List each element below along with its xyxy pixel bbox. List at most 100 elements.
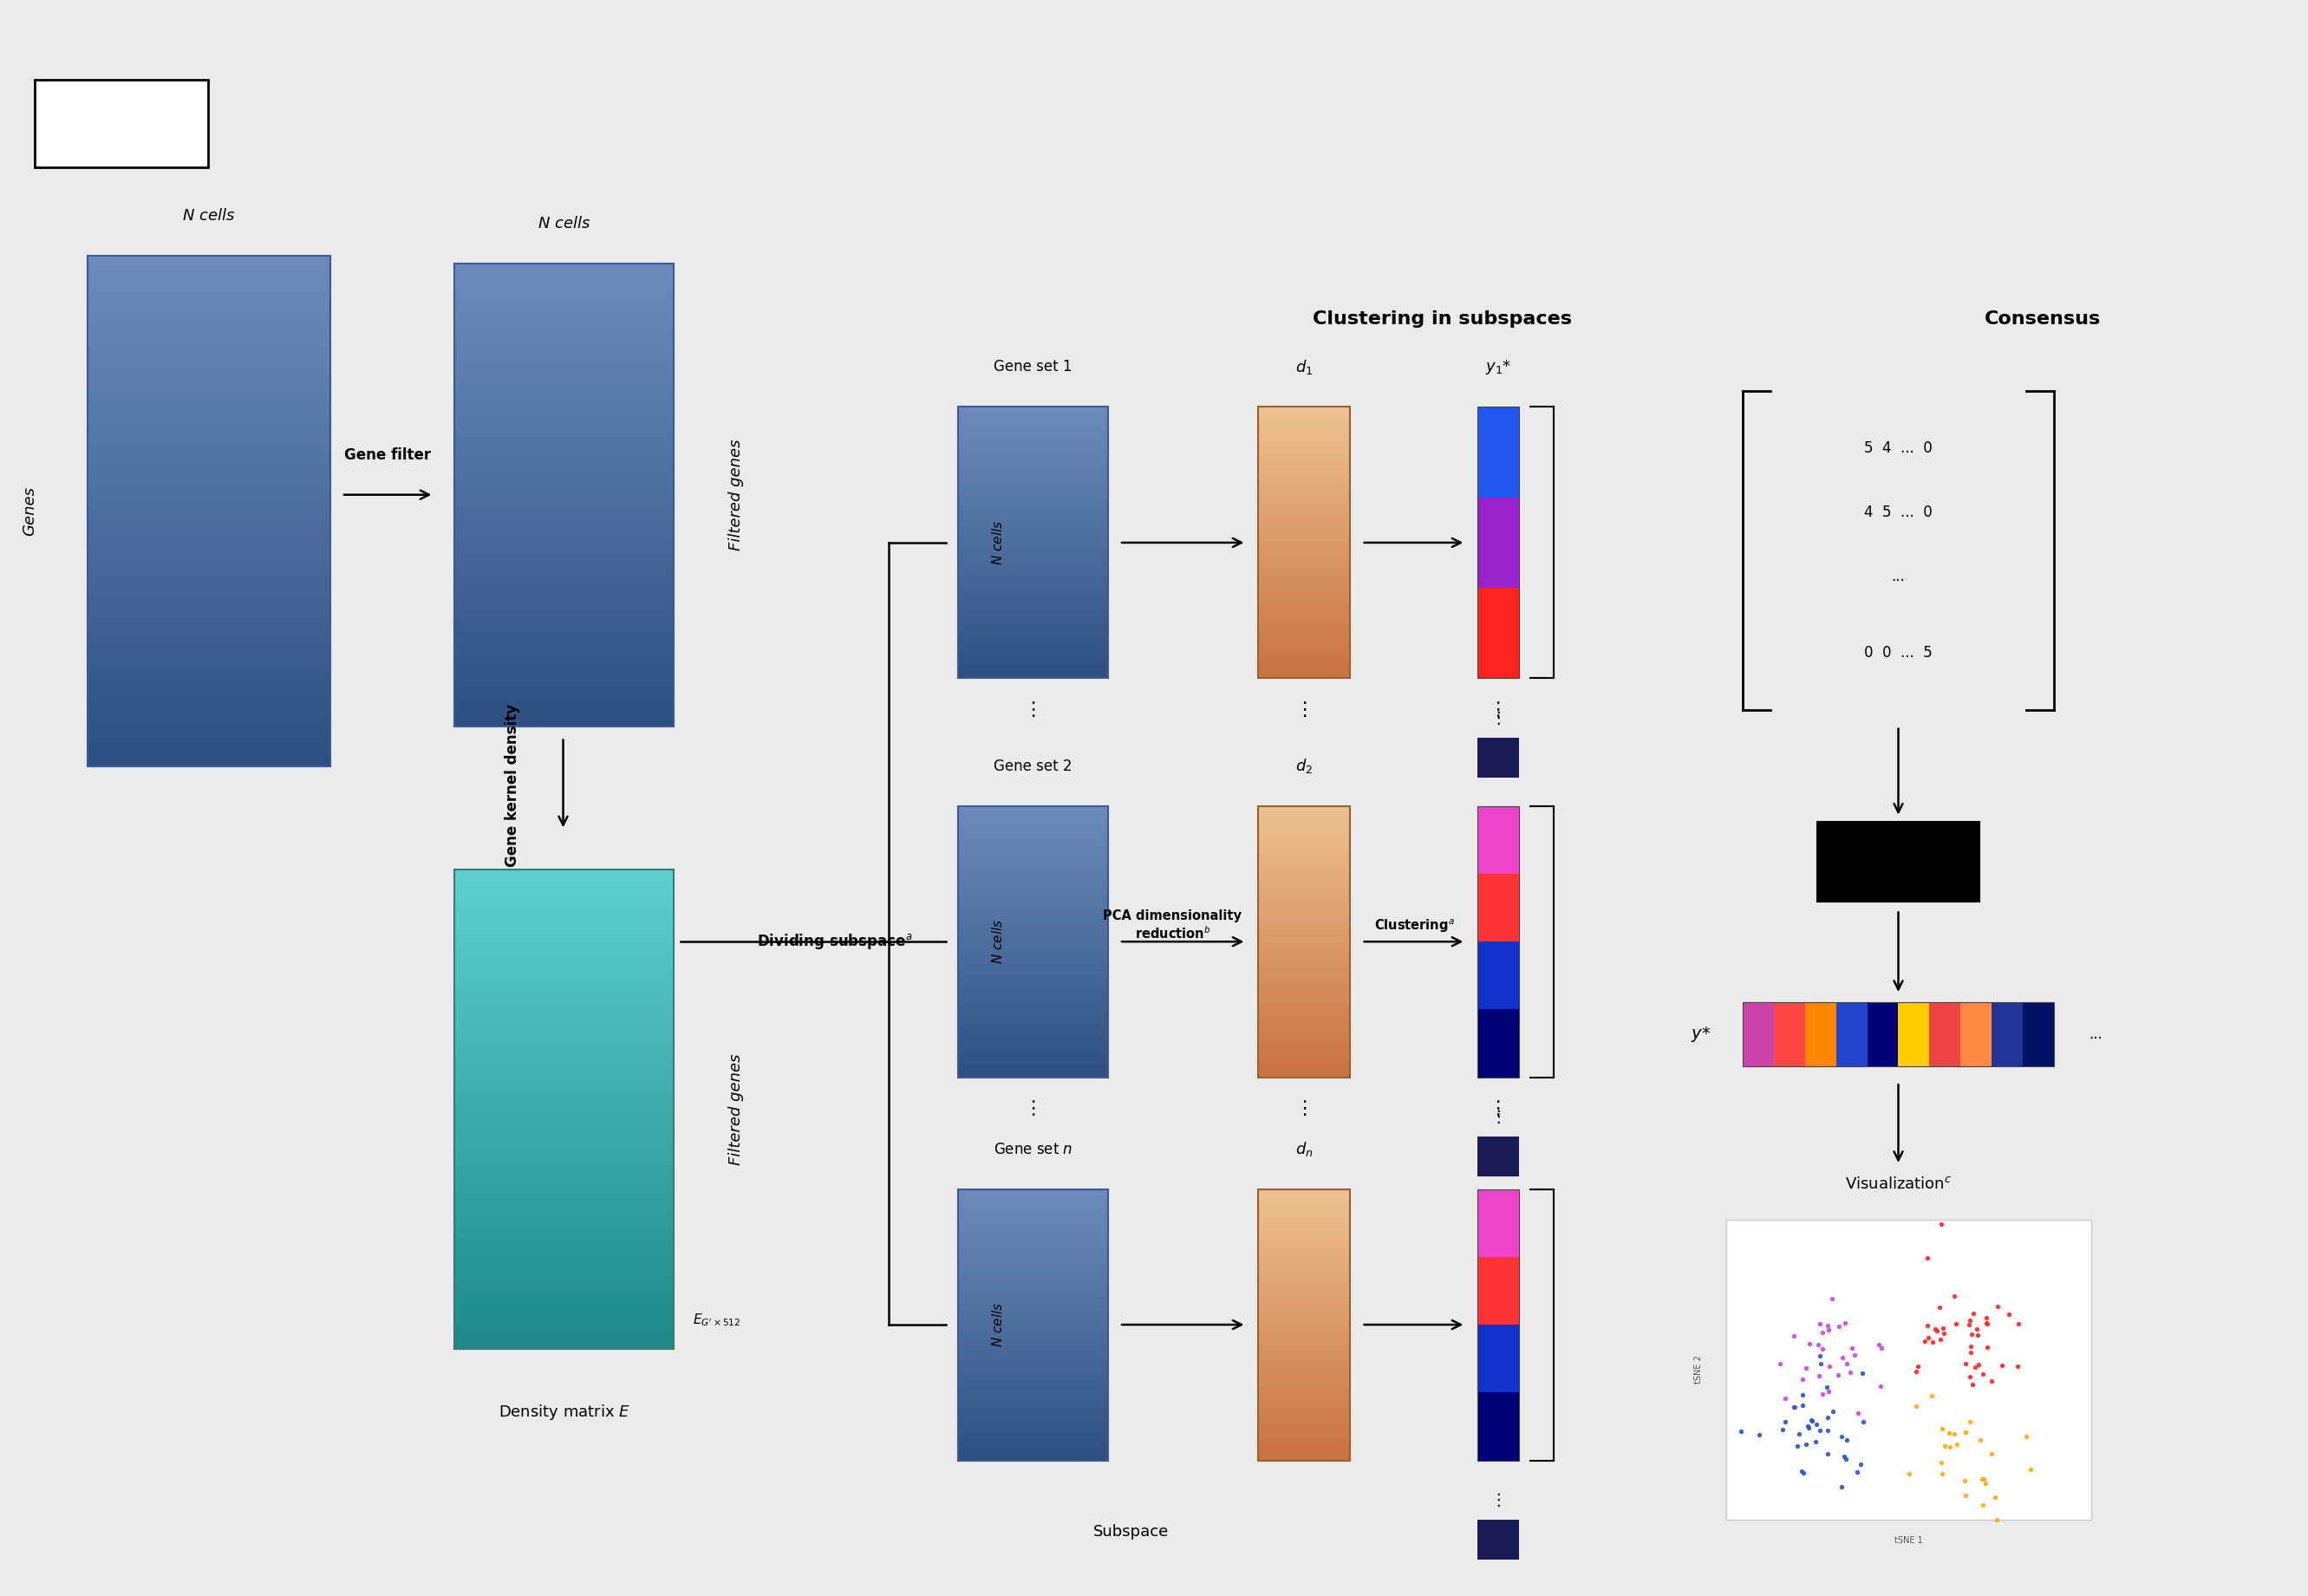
Point — [1768, 1385, 1805, 1411]
Bar — [88, 697, 330, 707]
Bar — [455, 718, 674, 726]
Bar — [455, 1285, 674, 1293]
Point — [1939, 1432, 1976, 1457]
Bar — [455, 318, 674, 326]
Bar — [1258, 1057, 1350, 1065]
Bar — [455, 348, 674, 356]
Point — [1784, 1459, 1821, 1484]
Point — [1959, 1352, 1996, 1377]
Bar — [1258, 1223, 1350, 1229]
Bar — [88, 468, 330, 477]
Bar — [1258, 833, 1350, 839]
Bar — [455, 495, 674, 503]
Text: $N$ cells: $N$ cells — [538, 215, 591, 231]
Text: ...: ... — [2089, 1026, 2103, 1042]
Point — [1768, 1409, 1805, 1435]
Bar — [455, 372, 674, 380]
Bar — [958, 867, 1108, 875]
Bar — [455, 664, 674, 672]
Bar — [1258, 887, 1350, 894]
Bar — [455, 263, 674, 726]
Point — [1777, 1395, 1814, 1420]
Bar — [455, 334, 674, 340]
Bar — [1258, 1412, 1350, 1420]
Point — [1923, 1451, 1959, 1476]
Bar — [455, 1309, 674, 1317]
Bar — [958, 1017, 1108, 1023]
Bar — [88, 672, 330, 681]
Bar — [1258, 476, 1350, 482]
Bar — [1258, 1379, 1350, 1385]
Bar — [455, 672, 674, 680]
Bar — [455, 966, 674, 974]
Bar — [455, 386, 674, 394]
Bar — [1258, 1312, 1350, 1318]
Bar — [455, 1037, 674, 1045]
Bar — [455, 294, 674, 302]
Bar — [88, 544, 330, 554]
Bar — [1258, 658, 1350, 664]
Bar — [1258, 563, 1350, 570]
Bar — [958, 618, 1108, 624]
Bar — [1258, 1237, 1350, 1243]
Text: PCA dimensionality
reduction$^b$: PCA dimensionality reduction$^b$ — [1103, 910, 1242, 942]
Bar — [88, 554, 330, 562]
Bar — [88, 511, 330, 519]
Bar — [958, 1065, 1108, 1071]
Bar — [958, 1270, 1108, 1277]
Bar — [1258, 1337, 1350, 1345]
Bar — [455, 279, 674, 287]
Bar — [958, 509, 1108, 516]
Bar — [1258, 528, 1350, 536]
Bar — [958, 847, 1108, 854]
Bar — [1477, 1189, 1519, 1258]
Bar — [1743, 1002, 2054, 1066]
Bar — [958, 1258, 1108, 1264]
Bar — [1258, 1044, 1350, 1050]
Bar — [958, 1229, 1108, 1237]
Point — [1925, 1416, 1962, 1441]
Bar — [455, 1277, 674, 1285]
Point — [1925, 1433, 1962, 1459]
Bar — [1258, 637, 1350, 645]
Bar — [1258, 1229, 1350, 1237]
Point — [1800, 1363, 1837, 1389]
Text: 5  4  ...  0: 5 4 ... 0 — [1865, 440, 1932, 456]
Bar — [1258, 1277, 1350, 1283]
Point — [1953, 1365, 1989, 1390]
Bar — [455, 525, 674, 533]
Point — [2001, 1312, 2038, 1337]
Text: Gene kernel density: Gene kernel density — [505, 704, 519, 867]
Point — [1897, 1393, 1934, 1419]
Bar — [455, 1157, 674, 1165]
Bar — [1258, 1454, 1350, 1460]
Bar — [88, 442, 330, 452]
Bar — [958, 806, 1108, 812]
Bar — [1258, 651, 1350, 658]
Point — [1969, 1312, 2006, 1337]
Bar — [455, 1165, 674, 1173]
Bar — [455, 418, 674, 425]
Bar — [1258, 1427, 1350, 1433]
Point — [1809, 1374, 1846, 1400]
Point — [1779, 1422, 1816, 1448]
Point — [1932, 1420, 1969, 1446]
Bar — [88, 434, 330, 442]
Bar — [958, 1023, 1108, 1029]
Text: Visualization$^c$: Visualization$^c$ — [1844, 1176, 1953, 1192]
Bar — [455, 472, 674, 479]
Bar — [958, 1037, 1108, 1044]
Bar — [1258, 1392, 1350, 1400]
Bar — [1258, 1440, 1350, 1446]
Bar — [1258, 1037, 1350, 1044]
Bar — [1743, 1002, 1773, 1066]
Point — [1989, 1302, 2026, 1328]
Point — [1964, 1467, 2001, 1492]
Bar — [88, 519, 330, 528]
Text: $y_1$*: $y_1$* — [1484, 358, 1512, 377]
Bar — [455, 571, 674, 579]
Bar — [958, 488, 1108, 495]
Bar — [958, 1325, 1108, 1331]
Bar — [958, 921, 1108, 929]
Bar — [455, 410, 674, 418]
